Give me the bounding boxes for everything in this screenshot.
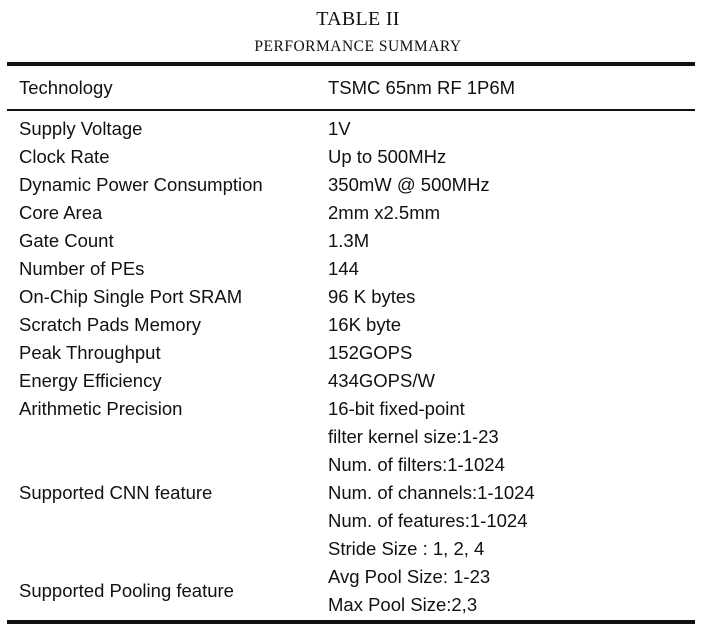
row-value-cell: 350mW @ 500MHz [328,174,490,195]
row-parameter-cell: Number of PEs [19,258,145,279]
table-label: TABLE II [316,8,400,30]
cnn-feature-value: filter kernel size:1-23 [328,426,499,447]
row-parameter-cell: Peak Throughput [19,342,161,363]
row-parameter-cell: Arithmetic Precision [19,398,183,419]
row-value-cell: 144 [328,258,359,279]
table-title: PERFORMANCE SUMMARY [254,38,462,55]
row-value-cell: Up to 500MHz [328,146,447,167]
table-top-rule [7,62,695,66]
row-value-cell: 434GOPS/W [328,370,435,391]
table-bottom-rule [7,620,695,624]
header-value-cell: TSMC 65nm RF 1P6M [328,77,516,98]
header-parameter-cell: Technology [19,77,113,98]
row-value-cell: 152GOPS [328,342,413,363]
row-parameter-cell: Scratch Pads Memory [19,314,201,335]
pooling-feature-value: Avg Pool Size: 1-23 [328,566,491,587]
row-parameter-cell: Gate Count [19,230,114,251]
row-parameter-cell: On-Chip Single Port SRAM [19,286,243,307]
cnn-feature-value: Num. of features:1-1024 [328,510,528,531]
row-value-cell: 2mm x2.5mm [328,202,441,223]
cnn-feature-value: Num. of filters:1-1024 [328,454,505,475]
row-parameter-cell: Supply Voltage [19,118,143,139]
row-parameter-cell: Dynamic Power Consumption [19,174,263,195]
row-value-cell: 1.3M [328,230,370,251]
row-value-cell: 96 K bytes [328,286,416,307]
table-header-rule [7,109,695,111]
pooling-feature-parameter-cell: Supported Pooling feature [19,580,234,601]
pooling-feature-value: Max Pool Size:2,3 [328,594,478,615]
row-value-cell: 16-bit fixed-point [328,398,465,419]
row-parameter-cell: Clock Rate [19,146,110,167]
row-parameter-cell: Core Area [19,202,103,223]
cnn-feature-value: Stride Size : 1, 2, 4 [328,538,485,559]
cnn-feature-value: Num. of channels:1-1024 [328,482,535,503]
row-value-cell: 1V [328,118,351,139]
cnn-feature-parameter-cell: Supported CNN feature [19,482,213,503]
row-parameter-cell: Energy Efficiency [19,370,162,391]
row-value-cell: 16K byte [328,314,402,335]
